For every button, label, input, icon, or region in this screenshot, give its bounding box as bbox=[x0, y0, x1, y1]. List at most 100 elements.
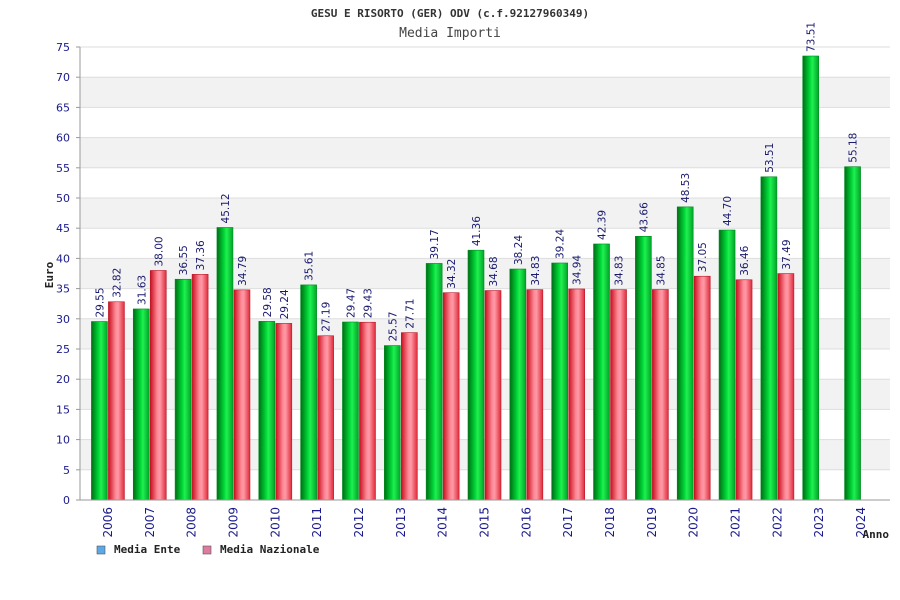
bar-media-ente-2019 bbox=[635, 235, 652, 501]
bar-media-nazionale-2009 bbox=[233, 289, 251, 501]
bar-media-ente-2011 bbox=[300, 284, 317, 501]
value-label-media-ente-2022: 53.51 bbox=[764, 143, 776, 173]
y-tick-label: 50 bbox=[56, 192, 70, 205]
value-label-media-nazionale-2016: 34.83 bbox=[530, 256, 542, 286]
y-tick-label: 0 bbox=[63, 494, 70, 507]
value-label-media-nazionale-2006: 32.82 bbox=[111, 268, 123, 298]
x-tick-label-2022: 2022 bbox=[770, 507, 784, 538]
value-label-media-nazionale-2010: 29.24 bbox=[279, 289, 291, 319]
bar-media-nazionale-2019 bbox=[652, 289, 669, 501]
x-tick-label-2023: 2023 bbox=[812, 507, 826, 538]
value-label-media-nazionale-2009: 34.79 bbox=[237, 256, 249, 286]
bar-media-nazionale-2021 bbox=[735, 279, 753, 501]
value-label-media-nazionale-2019: 34.85 bbox=[655, 255, 667, 285]
x-tick-label-2015: 2015 bbox=[478, 507, 492, 538]
x-tick-label-2012: 2012 bbox=[352, 507, 366, 538]
grid-band bbox=[80, 77, 890, 108]
value-label-media-ente-2021: 44.70 bbox=[722, 196, 734, 226]
value-label-media-ente-2019: 43.66 bbox=[638, 202, 650, 232]
legend: Media Ente Media Nazionale bbox=[96, 543, 320, 556]
x-tick-label-2006: 2006 bbox=[101, 507, 115, 538]
x-tick-label-2017: 2017 bbox=[561, 507, 575, 538]
value-label-media-nazionale-2011: 27.19 bbox=[321, 302, 333, 332]
x-tick-label-2021: 2021 bbox=[729, 507, 743, 538]
value-label-media-nazionale-2018: 34.83 bbox=[614, 256, 626, 286]
chart-subtitle: Media Importi bbox=[399, 26, 501, 41]
bar-media-nazionale-2008 bbox=[191, 274, 209, 501]
value-label-media-ente-2013: 25.57 bbox=[387, 311, 399, 341]
x-axis-label: Anno bbox=[863, 528, 890, 541]
y-tick-label: 30 bbox=[56, 313, 70, 326]
value-label-media-nazionale-2008: 37.36 bbox=[195, 240, 207, 270]
bar-media-nazionale-2014 bbox=[442, 292, 460, 501]
legend-swatch-media-ente bbox=[96, 545, 106, 555]
bar-media-ente-2022 bbox=[760, 176, 778, 501]
y-tick-label: 15 bbox=[56, 403, 70, 416]
chart-title: GESU E RISORTO (GER) ODV (c.f.9212796034… bbox=[311, 7, 589, 20]
value-label-media-ente-2014: 39.17 bbox=[429, 229, 441, 259]
bar-media-ente-2010 bbox=[258, 321, 276, 501]
bar-media-ente-2008 bbox=[174, 278, 192, 501]
bar-media-ente-2015 bbox=[467, 249, 485, 501]
bar-media-nazionale-2016 bbox=[526, 289, 544, 501]
bar-media-nazionale-2007 bbox=[149, 270, 167, 501]
grid-band bbox=[80, 137, 890, 168]
value-label-media-ente-2007: 31.63 bbox=[136, 275, 148, 305]
x-tick-label-2010: 2010 bbox=[268, 507, 282, 538]
y-axis-ticks: 0 5 10 15 20 25 30 35 40 45 50 55 60 65 70 75 bbox=[56, 41, 80, 507]
bar-media-nazionale-2018 bbox=[610, 289, 627, 501]
y-tick-label: 60 bbox=[56, 132, 70, 145]
x-axis-ticks: 2006 2007 2008 2009 2010 2011 2012 2013 2014 2015… bbox=[101, 507, 868, 538]
x-tick-label-2014: 2014 bbox=[436, 507, 450, 538]
grid-bands bbox=[80, 77, 890, 470]
y-tick-label: 70 bbox=[56, 71, 70, 84]
value-labels: 29.55 32.82 31.63 38.00 36.55 37.36 45.12 34.79… bbox=[94, 22, 859, 342]
value-label-media-ente-2016: 38.24 bbox=[513, 235, 525, 265]
value-label-media-ente-2012: 29.47 bbox=[345, 288, 357, 318]
bar-media-ente-2023 bbox=[802, 55, 820, 501]
x-tick-label-2008: 2008 bbox=[185, 507, 199, 538]
value-label-media-ente-2020: 48.53 bbox=[680, 173, 692, 203]
value-label-media-ente-2018: 42.39 bbox=[597, 210, 609, 240]
value-label-media-nazionale-2017: 34.94 bbox=[572, 255, 584, 285]
y-tick-label: 35 bbox=[56, 283, 70, 296]
x-tick-label-2024: 2024 bbox=[854, 507, 868, 538]
value-label-media-nazionale-2022: 37.49 bbox=[781, 239, 793, 269]
bar-media-ente-2012 bbox=[342, 321, 359, 501]
value-label-media-ente-2017: 39.24 bbox=[555, 229, 567, 259]
y-tick-label: 20 bbox=[56, 373, 70, 386]
value-label-media-ente-2024: 55.18 bbox=[848, 133, 860, 163]
x-tick-label-2011: 2011 bbox=[310, 507, 324, 538]
bar-media-nazionale-2010 bbox=[275, 323, 293, 501]
y-axis-label: Euro bbox=[43, 261, 56, 288]
x-tick-label-2013: 2013 bbox=[394, 507, 408, 538]
bar-media-ente-2021 bbox=[718, 229, 736, 501]
bar-media-ente-2016 bbox=[509, 268, 527, 501]
value-label-media-nazionale-2020: 37.05 bbox=[697, 242, 709, 272]
value-label-media-ente-2008: 36.55 bbox=[178, 245, 190, 275]
value-label-media-nazionale-2012: 29.43 bbox=[362, 288, 374, 318]
bar-media-ente-2014 bbox=[425, 263, 443, 501]
y-tick-label: 5 bbox=[63, 464, 70, 477]
bar-media-nazionale-2006 bbox=[108, 301, 125, 501]
value-label-media-nazionale-2021: 36.46 bbox=[739, 245, 751, 275]
value-label-media-ente-2009: 45.12 bbox=[220, 193, 232, 223]
y-tick-label: 25 bbox=[56, 343, 70, 356]
bar-media-nazionale-2022 bbox=[777, 273, 795, 501]
legend-label-media-ente: Media Ente bbox=[114, 543, 181, 556]
value-label-media-nazionale-2014: 34.32 bbox=[446, 259, 458, 289]
bar-media-ente-2009 bbox=[216, 227, 234, 501]
grid-band bbox=[80, 198, 890, 229]
x-tick-label-2020: 2020 bbox=[687, 507, 701, 538]
bar-media-ente-2006 bbox=[91, 321, 108, 501]
y-tick-label: 40 bbox=[56, 252, 70, 265]
value-label-media-nazionale-2015: 34.68 bbox=[488, 256, 500, 286]
bar-media-nazionale-2012 bbox=[359, 321, 376, 501]
y-tick-label: 65 bbox=[56, 101, 70, 114]
x-tick-label-2009: 2009 bbox=[226, 507, 240, 538]
bars bbox=[91, 55, 861, 501]
bar-media-ente-2018 bbox=[593, 243, 610, 501]
y-tick-label: 45 bbox=[56, 222, 70, 235]
legend-label-media-nazionale: Media Nazionale bbox=[220, 543, 320, 556]
